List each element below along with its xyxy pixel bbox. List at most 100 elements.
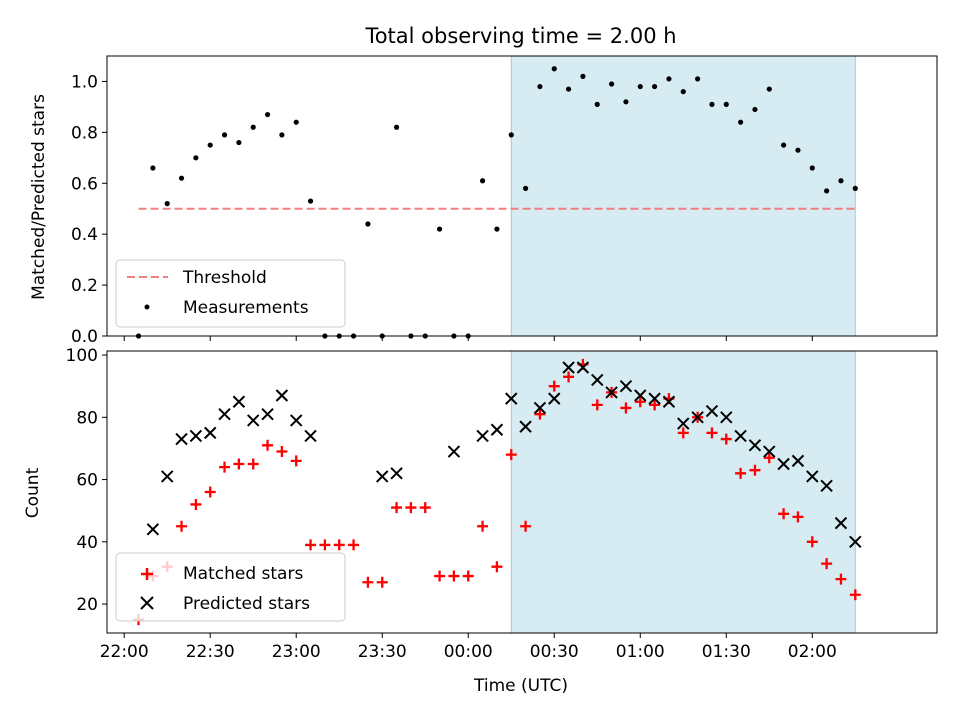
matched-star-point bbox=[477, 520, 489, 532]
x-tick-label: 22:00 bbox=[100, 642, 149, 662]
matched-star-point bbox=[405, 502, 417, 514]
predicted-star-point bbox=[261, 407, 274, 421]
matched-star-point bbox=[677, 427, 689, 439]
counts-panel: 22:00 22:30 23:00 23:30 00:00 00:30 01:00 01:30… bbox=[23, 346, 938, 696]
measurement-point bbox=[838, 178, 844, 184]
matched-star-point bbox=[520, 520, 532, 532]
matched-star-point bbox=[749, 464, 761, 476]
ratio-y-tick-label: 1.0 bbox=[71, 72, 98, 92]
matched-star-point bbox=[204, 486, 216, 498]
predicted-star-point bbox=[662, 395, 676, 408]
measurements-legend-label: Measurements bbox=[183, 298, 309, 318]
matched-star-point bbox=[305, 539, 317, 551]
measurement-point bbox=[738, 119, 744, 125]
predicted-star-point bbox=[791, 454, 805, 468]
predicted-star-point bbox=[376, 470, 389, 483]
counts-y-tick-label: 40 bbox=[76, 533, 98, 553]
x-tick-label: 00:30 bbox=[530, 642, 579, 662]
predicted-star-point bbox=[619, 379, 633, 393]
x-tick-label: 00:00 bbox=[444, 642, 493, 662]
predicted-star-point bbox=[490, 423, 504, 436]
matched-legend-label: Matched stars bbox=[183, 564, 303, 584]
matched-star-point bbox=[849, 589, 861, 601]
predicted-star-point bbox=[189, 429, 203, 443]
matched-star-point bbox=[233, 458, 245, 470]
measurement-point bbox=[150, 165, 156, 171]
matched-star-point bbox=[534, 408, 546, 420]
matched-star-point bbox=[462, 570, 474, 582]
matched-star-point bbox=[620, 402, 632, 414]
predicted-star-point bbox=[648, 392, 661, 405]
predicted-star-point bbox=[806, 470, 819, 483]
matched-star-point bbox=[835, 573, 847, 585]
matched-star-point bbox=[290, 455, 302, 467]
matched-star-point bbox=[505, 449, 517, 461]
counts-y-tick-label: 80 bbox=[76, 408, 98, 428]
predicted-star-point bbox=[748, 439, 762, 452]
measurement-point bbox=[279, 132, 285, 138]
matched-star-point bbox=[448, 570, 460, 582]
predicted-star-point bbox=[390, 467, 403, 480]
x-tick-label: 01:30 bbox=[702, 642, 751, 662]
predicted-star-point bbox=[834, 516, 848, 530]
matched-legend-marker bbox=[141, 568, 153, 580]
ratio-plot-frame bbox=[106, 55, 938, 337]
measurement-point bbox=[695, 76, 701, 82]
measurement-points bbox=[135, 66, 858, 339]
measurement-point bbox=[809, 165, 815, 171]
measurement-point bbox=[795, 147, 801, 153]
matched-star-point bbox=[247, 458, 259, 470]
matched-stars-points bbox=[133, 358, 861, 626]
ratio-y-axis-label: Matched/Predicted stars bbox=[29, 94, 49, 300]
predicted-star-point bbox=[175, 432, 188, 446]
measurement-point bbox=[551, 66, 557, 72]
matched-star-point bbox=[391, 502, 403, 514]
predicted-star-point bbox=[290, 414, 303, 427]
counts-y-tick-label: 100 bbox=[66, 346, 98, 366]
counts-legend-box bbox=[115, 552, 346, 622]
matched-star-point bbox=[821, 558, 833, 570]
measurement-point bbox=[307, 198, 314, 204]
measurement-point bbox=[594, 101, 600, 107]
matched-star-point bbox=[319, 539, 331, 551]
predicted-star-point bbox=[476, 429, 489, 443]
measurement-point bbox=[221, 132, 228, 138]
matched-star-point bbox=[563, 371, 575, 383]
matched-star-point bbox=[333, 539, 345, 551]
predicted-star-point bbox=[304, 429, 317, 443]
predicted-star-point bbox=[734, 429, 747, 443]
ratio-legend-box bbox=[115, 259, 346, 328]
measurement-point bbox=[766, 86, 772, 92]
predicted-star-point bbox=[691, 411, 704, 424]
predicted-star-point bbox=[634, 389, 647, 402]
matched-star-point bbox=[649, 399, 661, 411]
measurement-point bbox=[623, 99, 629, 105]
matched-star-point bbox=[806, 536, 818, 548]
predicted-star-point bbox=[275, 389, 289, 402]
matched-star-point bbox=[348, 539, 360, 551]
measurement-point bbox=[637, 83, 643, 90]
measurement-point bbox=[293, 119, 299, 125]
predicted-star-point bbox=[533, 401, 547, 415]
threshold-legend-label: Threshold bbox=[182, 268, 267, 288]
predicted-star-point bbox=[705, 404, 719, 418]
measurement-point bbox=[264, 111, 271, 118]
ratio-legend: Threshold Measurements bbox=[115, 259, 346, 328]
measurement-point bbox=[236, 139, 242, 146]
measurement-point bbox=[494, 226, 500, 232]
measurement-point bbox=[680, 89, 686, 95]
predicted-star-point bbox=[232, 395, 246, 408]
measurement-point bbox=[666, 76, 672, 82]
matched-star-point bbox=[376, 576, 388, 588]
measurement-point bbox=[565, 86, 572, 92]
matched-star-point bbox=[763, 452, 775, 464]
measurement-point bbox=[178, 175, 185, 181]
x-tick-label: 23:30 bbox=[358, 642, 407, 662]
counts-y-tick-label: 20 bbox=[76, 595, 98, 615]
matched-star-point bbox=[634, 396, 646, 408]
predicted-star-point bbox=[218, 407, 231, 421]
predicted-star-point bbox=[548, 392, 561, 405]
predicted-star-point bbox=[160, 470, 174, 483]
matched-star-point bbox=[362, 576, 374, 588]
